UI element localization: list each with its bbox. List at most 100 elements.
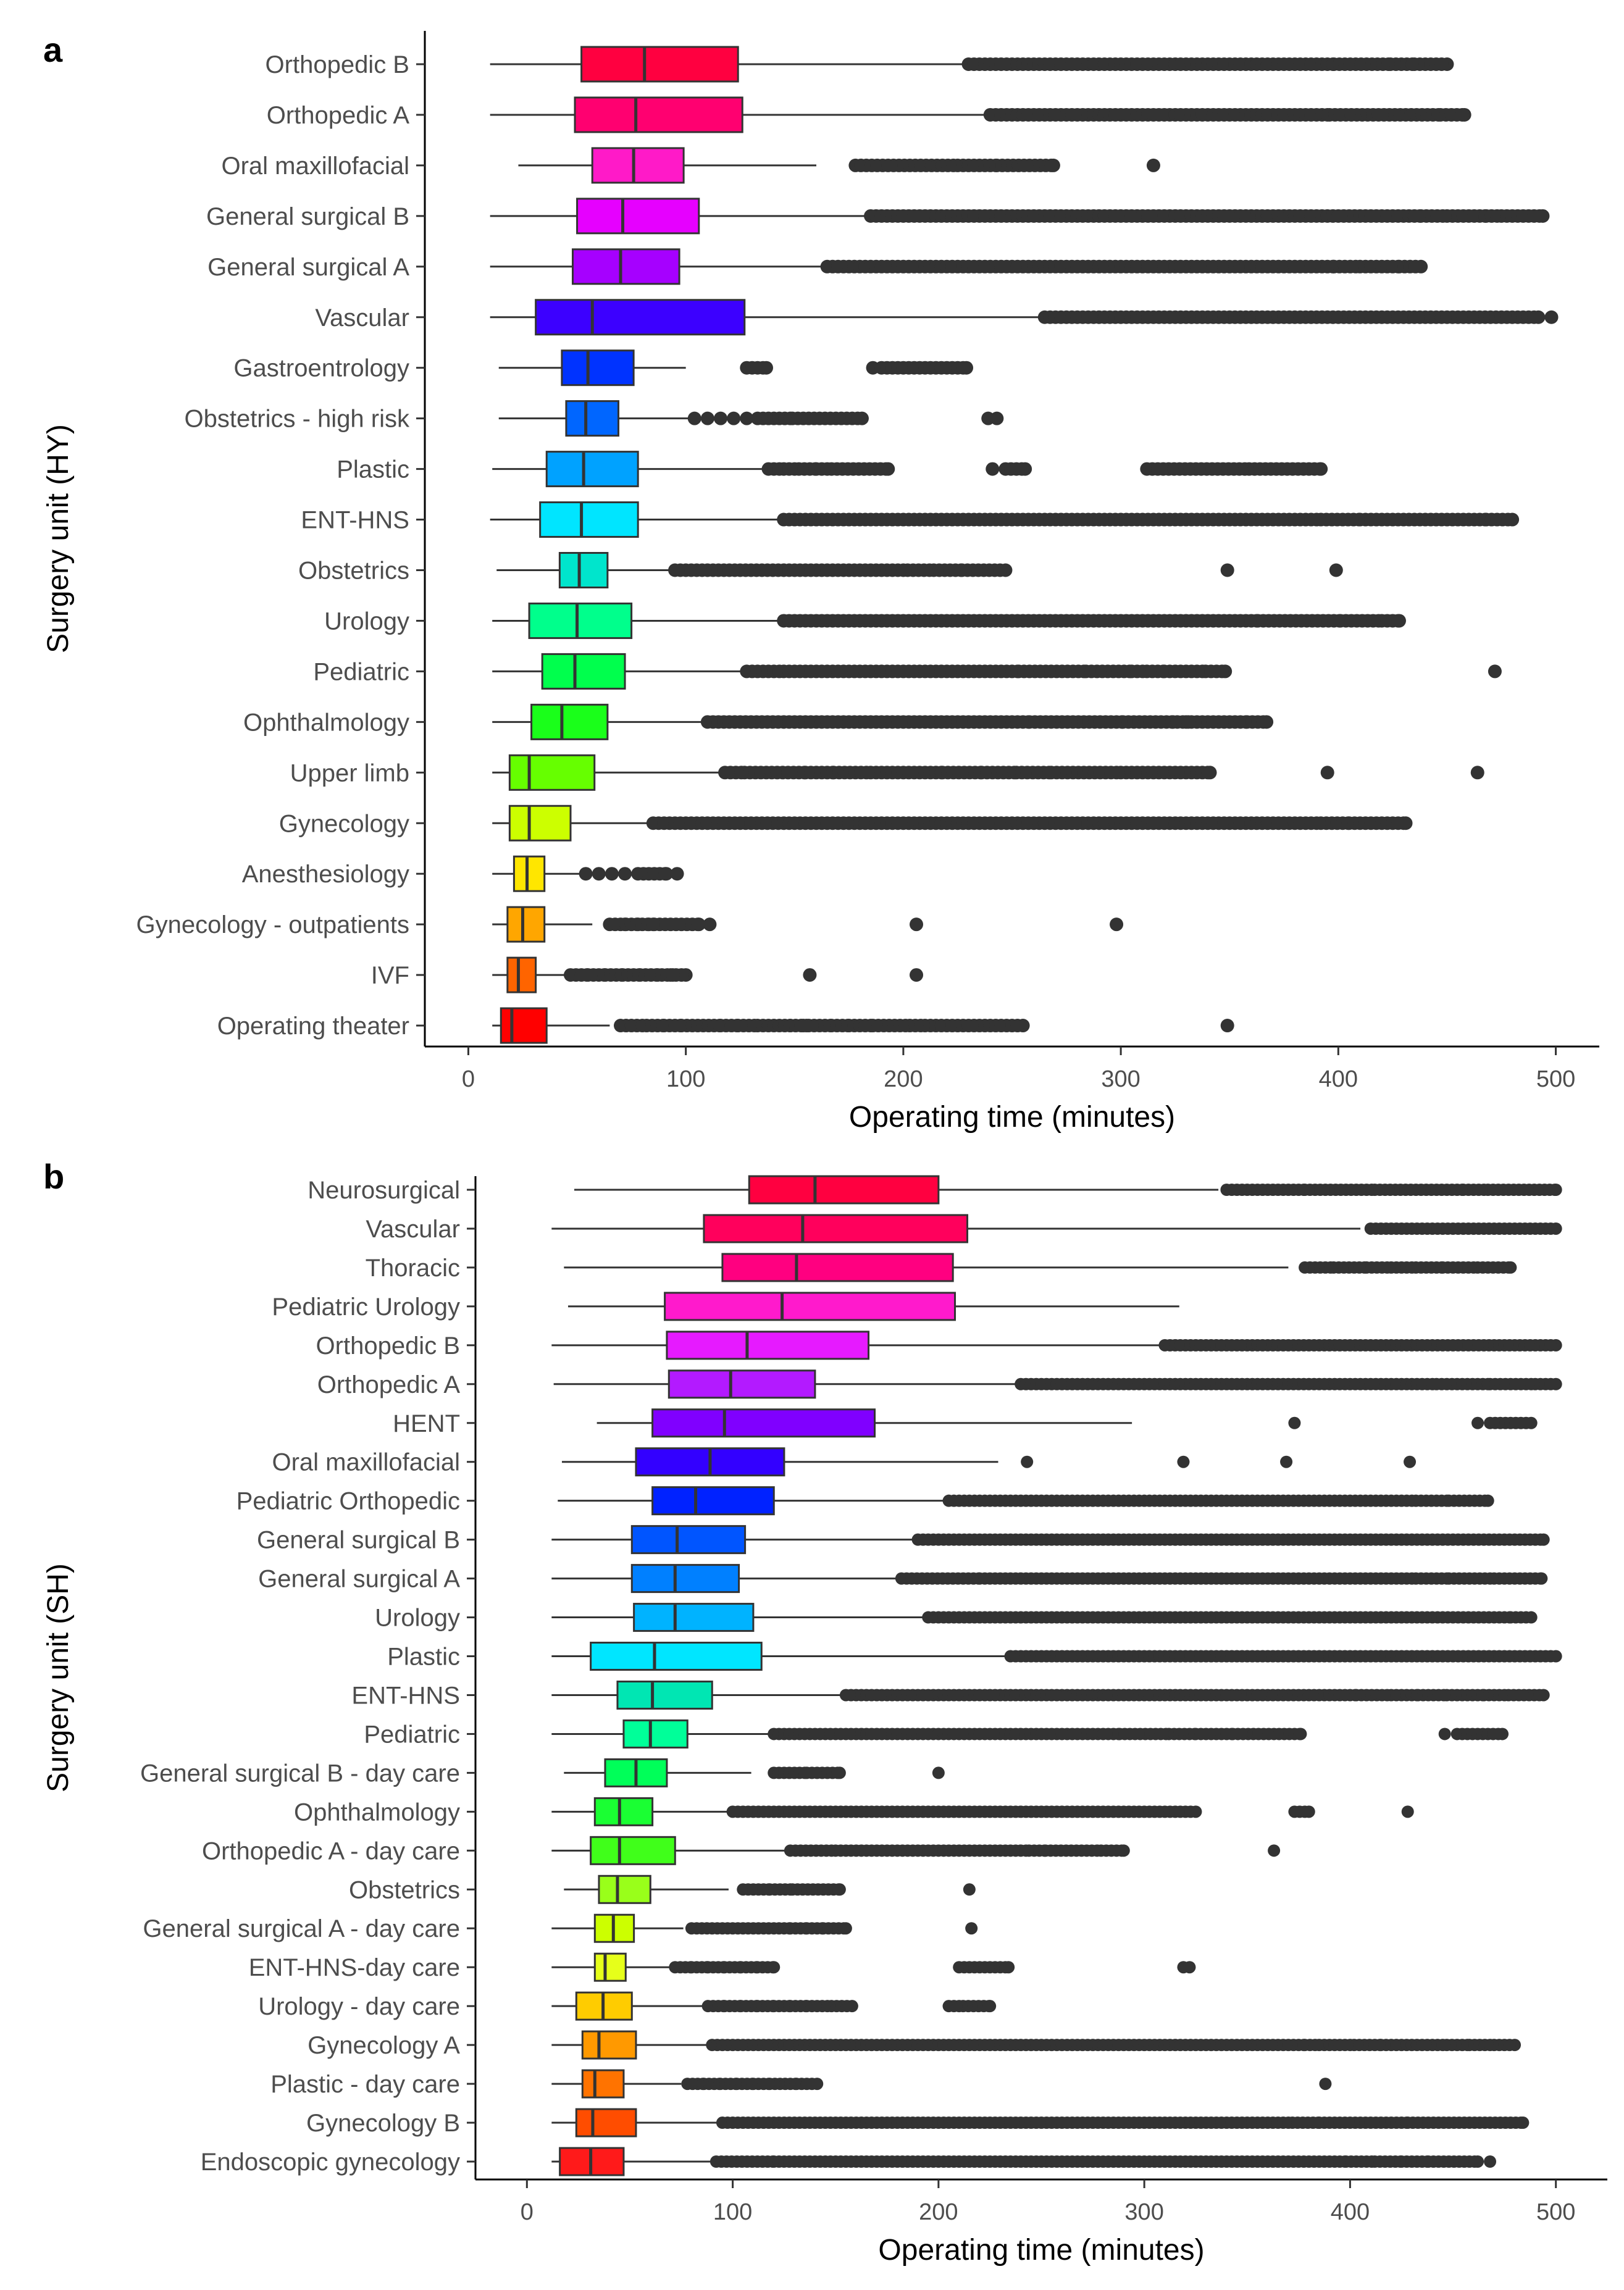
outlier-point [902,664,916,679]
outlier-point [1283,310,1297,324]
x-tick-label: 0 [521,2199,534,2225]
outlier-point [1297,1572,1310,1585]
outlier-point [1030,2039,1043,2052]
outlier-point [1110,917,1124,932]
outlier-point [1112,2039,1125,2052]
outlier-point [1349,259,1363,274]
category-label: Orthopedic B [316,1332,460,1360]
outlier-point [858,563,873,577]
box-iqr [565,400,619,437]
outlier-point [1534,1572,1547,1585]
outlier-point [1183,1961,1196,1974]
outlier-point [1369,209,1383,223]
category-label: Oral maxillofacial [272,1449,460,1476]
outlier-point [1217,259,1231,274]
outlier-point [700,411,714,425]
outlier-point [1405,1261,1418,1274]
outlier-point [1184,1494,1197,1507]
outlier-point [1215,1339,1228,1352]
panel-letter: a [43,30,63,69]
outlier-point [1339,2117,1352,2129]
outlier-point [923,563,937,577]
outlier-point [1043,209,1057,223]
outlier-point [1081,2155,1094,2168]
outlier-point [1282,2117,1295,2129]
outlier-point [1381,1689,1394,1702]
outlier-point [1071,2117,1084,2129]
outlier-point [1021,1455,1034,1468]
outlier-point [1043,57,1057,71]
outlier-point [1370,2117,1383,2129]
box-iqr [558,552,609,588]
outlier-point [850,411,864,425]
outlier-point [700,1922,713,1935]
x-tick-label: 500 [1536,2199,1575,2225]
box-iqr [576,198,700,235]
box-row: Gynecology - outpatients [136,906,1124,943]
outlier-point [1310,816,1324,830]
outlier-point [1136,664,1150,679]
outlier-point [1478,1494,1491,1507]
outlier-point [635,1019,650,1033]
y-axis-title: Surgery unit (HY) [42,424,75,653]
box-iqr [668,1369,816,1399]
outlier-point [990,411,1004,425]
x-tick-label: 400 [1319,1066,1358,1092]
outlier-point [1544,1377,1557,1390]
outlier-point [902,512,916,527]
outlier-point [1293,259,1307,274]
outlier-point [982,2000,995,2013]
panel-a: a 0 100 200 300 400 500 Operating time (minutes… [42,30,1599,1134]
outlier-point [1246,1494,1259,1507]
outlier-point [714,411,728,425]
outlier-point [1215,2117,1228,2129]
outlier-point [1184,1650,1197,1663]
category-label: Oral maxillofacial [221,153,409,180]
box-iqr [616,1680,713,1710]
outlier-point [1252,1728,1265,1740]
box-iqr [748,1175,940,1205]
outlier-point [956,361,970,375]
box-row: IVF [371,956,924,993]
box-iqr [630,1525,747,1555]
outlier-point [1097,614,1111,628]
outlier-point [945,664,960,679]
outlier-point [1520,1611,1533,1624]
category-label: Obstetrics [298,558,409,585]
outlier-point [824,2155,837,2168]
outlier-point [999,1494,1012,1507]
outlier-point [1061,1650,1074,1663]
box-row: Thoracic [366,1253,1517,1282]
outlier-point [999,1611,1012,1624]
box-row: Urology [375,1603,1538,1632]
outlier-point [1184,1805,1197,1818]
box-iqr [598,1874,651,1904]
outlier-point [1349,1377,1362,1390]
outlier-point [1087,310,1101,324]
outlier-point [1177,1455,1190,1468]
outlier-point [1246,1611,1259,1624]
outlier-point [1501,512,1515,527]
outlier-point [1503,1572,1516,1585]
box-row: Orthopedic B [316,1331,1562,1360]
outlier-point [1152,816,1166,830]
outlier-point [1050,1572,1063,1585]
outlier-point [1343,57,1357,71]
outlier-point [1163,1611,1176,1624]
outlier-point [1293,1728,1306,1740]
outlier-point [1146,158,1160,172]
outlier-point [1318,1533,1331,1546]
outlier-point [1520,1416,1533,1429]
category-label: ENT-HNS-day care [249,1954,460,1981]
outlier-point [1173,209,1187,223]
outlier-point [1195,107,1210,122]
outlier-point [977,209,992,223]
outlier-point [989,1533,1002,1546]
category-label: Gynecology [279,810,409,837]
outlier-point [813,411,827,425]
category-label: Endoscopic gynecology [201,2149,460,2176]
outlier-point [1152,614,1166,628]
outlier-point [993,563,1007,577]
outlier-point [978,1689,991,1702]
outlier-point [1246,2117,1259,2129]
